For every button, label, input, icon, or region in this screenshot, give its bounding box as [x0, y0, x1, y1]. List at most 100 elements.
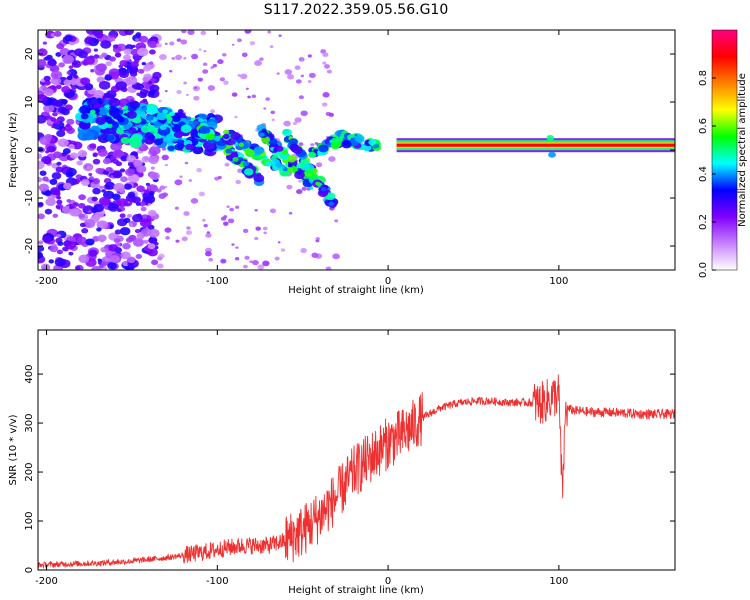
noise-speck — [56, 205, 61, 209]
noise-speck — [97, 258, 102, 262]
noise-speck — [112, 44, 119, 49]
noise-speck — [100, 247, 105, 251]
noise-speck — [66, 71, 72, 75]
noise-speck — [138, 35, 149, 43]
signal-blob — [122, 105, 129, 110]
signal-blob — [185, 116, 192, 121]
noise-speck — [88, 176, 94, 181]
noise-speck — [234, 115, 238, 119]
signal-blob — [100, 127, 110, 135]
noise-speck — [38, 240, 44, 245]
noise-speck — [326, 69, 332, 74]
noise-speck — [147, 209, 157, 217]
noise-speck — [263, 231, 267, 235]
noise-speck — [84, 36, 95, 45]
noise-speck — [45, 197, 56, 206]
signal-blob — [162, 109, 168, 114]
noise-speck — [56, 199, 63, 205]
branch-blob — [318, 144, 329, 153]
noise-speck — [44, 88, 54, 96]
noise-speck — [151, 259, 159, 266]
noise-speck — [44, 208, 53, 215]
branch-blob — [275, 162, 283, 168]
noise-speck — [68, 65, 74, 70]
noise-speck — [61, 108, 70, 116]
noise-speck — [62, 148, 71, 155]
noise-speck — [159, 185, 166, 190]
noise-speck — [80, 86, 86, 90]
noise-speck — [55, 52, 62, 57]
noise-speck — [92, 178, 101, 185]
snr-background — [38, 330, 675, 570]
noise-speck — [315, 236, 321, 241]
noise-speck — [235, 179, 241, 185]
branch-blob — [315, 181, 321, 186]
noise-speck — [298, 57, 305, 62]
signal-blob — [111, 111, 120, 119]
noise-speck — [202, 218, 206, 222]
noise-speck — [40, 263, 51, 270]
noise-speck — [64, 34, 73, 42]
noise-speck — [85, 238, 95, 246]
noise-speck — [77, 50, 88, 59]
snr-ytick-label: 300 — [24, 414, 35, 433]
noise-speck — [114, 229, 122, 235]
noise-speck — [254, 60, 262, 67]
snr-ticks: -200 -100 0 100 0 100 200 300 400 — [24, 330, 675, 587]
colorbar-tick-label: 0.6 — [698, 118, 709, 134]
branch-blob — [313, 148, 319, 153]
noise-speck — [254, 208, 258, 212]
noise-speck — [240, 73, 248, 80]
noise-speck — [60, 99, 68, 105]
noise-speck — [210, 66, 214, 69]
branch-blob — [294, 170, 305, 180]
snr-ytick-label: 0 — [24, 567, 35, 573]
noise-speck — [141, 61, 146, 66]
noise-speck — [244, 255, 250, 260]
branch-blob — [242, 160, 250, 167]
noise-speck — [252, 259, 259, 266]
noise-speck — [187, 30, 195, 35]
noise-speck — [38, 94, 48, 103]
noise-speck — [200, 30, 207, 36]
noise-speck — [77, 150, 88, 158]
noise-speck — [235, 246, 239, 249]
noise-speck — [276, 72, 280, 75]
noise-speck — [38, 183, 50, 192]
noise-speck — [164, 163, 169, 167]
noise-speck — [129, 61, 139, 69]
signal-blob — [82, 130, 95, 141]
noise-speck — [49, 187, 61, 196]
noise-speck — [139, 218, 152, 228]
noise-speck — [127, 173, 140, 183]
noise-speck — [92, 215, 101, 222]
snr-frame — [37, 329, 676, 571]
snr-xtick-label: 100 — [549, 576, 568, 587]
noise-speck — [91, 196, 98, 202]
noise-speck — [110, 142, 122, 152]
noise-speck — [185, 230, 192, 235]
noise-speck — [284, 69, 293, 75]
noise-speck — [145, 182, 151, 187]
noise-speck — [125, 76, 138, 85]
noise-speck — [143, 239, 149, 244]
noise-speck — [315, 239, 320, 243]
noise-speck — [105, 61, 112, 67]
noise-speck — [44, 133, 53, 140]
snr-ylabel: SNR (10 * v/v) — [8, 414, 19, 485]
noise-speck — [43, 103, 55, 113]
colorbar-label: Normalized spectral amplitude — [737, 73, 748, 227]
noise-speck — [322, 92, 330, 98]
noise-speck — [196, 167, 202, 173]
branch-blob — [328, 201, 335, 206]
noise-speck — [92, 187, 101, 195]
noise-speck — [143, 194, 156, 204]
noise-speck — [120, 155, 128, 162]
signal-blob — [126, 110, 137, 119]
noise-speck — [97, 234, 107, 242]
noise-speck — [108, 202, 114, 206]
noise-speck — [152, 71, 162, 80]
noise-speck — [92, 158, 101, 165]
spectrogram-xlabel: Height of straight line (km) — [288, 285, 424, 296]
